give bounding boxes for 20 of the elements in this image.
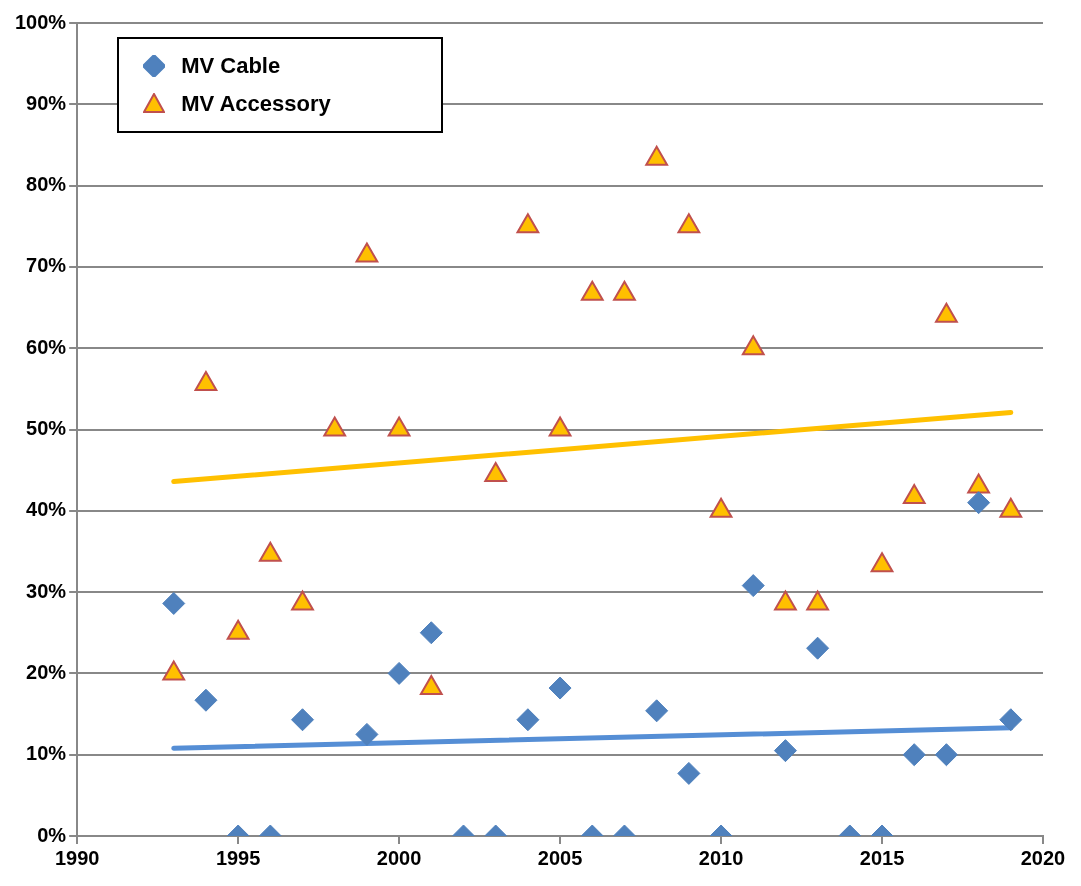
legend-label: MV Accessory (181, 91, 331, 117)
x-tick-label: 2000 (376, 846, 422, 869)
x-tick-label: 2010 (698, 846, 744, 869)
y-tick-label: 50% (26, 417, 67, 440)
x-tick-label: 1995 (215, 846, 261, 869)
y-tick-label: 90% (26, 91, 67, 114)
y-tick-label: 20% (26, 660, 67, 683)
x-tick-label: 2020 (1020, 846, 1066, 869)
y-tick-label: 0% (37, 823, 67, 846)
y-tick-label: 80% (26, 173, 67, 196)
y-tick-label: 30% (26, 579, 67, 602)
y-tick-label: 70% (26, 254, 67, 277)
y-tick-label: 10% (26, 742, 67, 765)
y-tick-label: 40% (26, 498, 67, 521)
y-tick-label: 100% (15, 10, 67, 33)
y-tick-label: 60% (26, 335, 67, 358)
x-tick-label: 2015 (859, 846, 905, 869)
x-tick-label: 1990 (54, 846, 100, 869)
legend-label: MV Cable (181, 53, 281, 79)
x-tick-label: 2005 (537, 846, 583, 869)
